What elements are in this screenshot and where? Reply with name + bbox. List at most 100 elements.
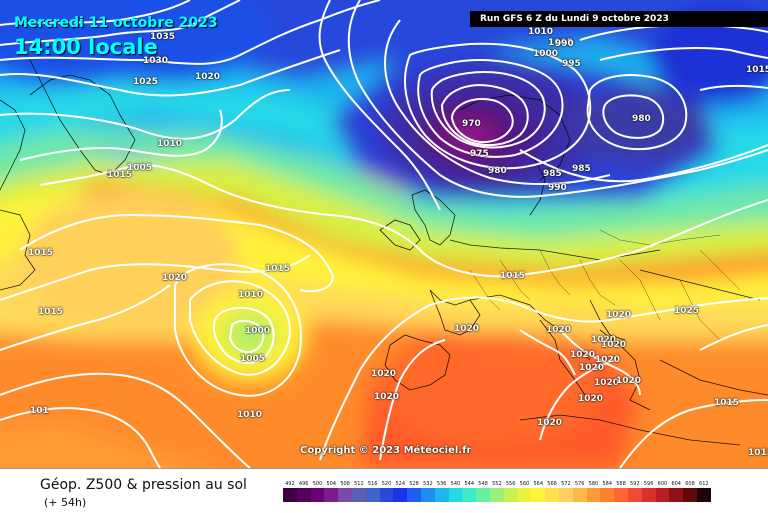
- scale-swatch: [696, 488, 711, 502]
- scale-tick-label: 596: [643, 481, 654, 487]
- borders: [469, 229, 741, 341]
- scale-tick-label: 540: [450, 481, 461, 487]
- scale-swatch: [476, 488, 490, 502]
- isobar-label-1015-a: 1015: [107, 170, 133, 180]
- isobar-label-1020-o: 1020: [578, 394, 604, 404]
- scale-step: 516: [365, 480, 380, 502]
- isobar-label-1020-g: 1020: [601, 340, 627, 350]
- isobar-label-1020-i: 1020: [595, 355, 621, 365]
- scale-swatch: [434, 488, 449, 502]
- copyright: Copyright © 2023 Météociel.fr: [300, 445, 472, 456]
- isobar-label-1010-a: 1010: [157, 139, 183, 149]
- scale-tick-label: 532: [423, 481, 433, 487]
- scale-step: 604: [669, 480, 684, 502]
- isobar-label-1025-a: 1025: [133, 77, 159, 87]
- scale-step: 588: [614, 480, 628, 502]
- scale-swatch: [338, 488, 352, 502]
- isobar-label-1020-n: 1020: [374, 392, 400, 402]
- isobar-label-1020-b: 1020: [162, 273, 188, 283]
- scale-swatch: [448, 488, 463, 502]
- isobar-label-1000-a: 1000: [245, 326, 271, 336]
- scale-swatch: [600, 488, 615, 502]
- scale-tick-label: 608: [685, 481, 695, 487]
- scale-swatch: [586, 488, 601, 502]
- scale-step: 536: [434, 480, 449, 502]
- isobar-label-1020-m: 1020: [371, 369, 397, 379]
- scale-tick-label: 512: [354, 481, 364, 487]
- scale-tick-label: 604: [671, 481, 681, 487]
- scale-tick-label: 504: [326, 481, 337, 487]
- scale-swatch: [641, 488, 656, 502]
- isobar-label-1005-c: 1005: [548, 38, 574, 48]
- scale-swatch: [324, 488, 339, 502]
- scale-tick-label: 536: [436, 481, 447, 487]
- isobar-label-1020-e: 1020: [606, 310, 632, 320]
- isobar-label-1015-c: 1015: [38, 307, 64, 317]
- isobar-label-980-a: 980: [488, 166, 507, 176]
- scale-step: 592: [627, 480, 642, 502]
- legend-subtitle: (+ 54h): [44, 496, 87, 509]
- isobar-label-1020-c: 1020: [454, 324, 480, 334]
- scale-step: 556: [503, 480, 518, 502]
- scale-swatch: [572, 488, 587, 502]
- scale-swatch: [558, 488, 573, 502]
- isobar-label-1005-b: 1005: [240, 354, 266, 364]
- scale-tick-label: 568: [547, 481, 557, 487]
- isobar-label-1015-e: 1015: [500, 271, 526, 281]
- isobars: [0, 0, 768, 468]
- scale-step: 612: [696, 480, 711, 502]
- isobar-label-1025-b: 1025: [674, 306, 700, 316]
- isobar-label-1020-a: 1020: [195, 72, 221, 82]
- scale-swatch: [614, 488, 628, 502]
- scale-step: 580: [586, 480, 601, 502]
- scale-tick-label: 556: [505, 481, 516, 487]
- scale-tick-label: 576: [574, 481, 585, 487]
- scale-tick-label: 600: [657, 481, 668, 487]
- isobar-label-990-a: 990: [555, 39, 574, 49]
- scale-step: 532: [420, 480, 435, 502]
- scale-step: 596: [641, 480, 656, 502]
- scale-swatch: [296, 488, 311, 502]
- scale-swatch: [379, 488, 394, 502]
- isobar-label-1010-b: 1010: [238, 290, 264, 300]
- scale-step: 500: [310, 480, 325, 502]
- scale-swatch: [420, 488, 435, 502]
- scale-swatch: [462, 488, 477, 502]
- scale-tick-label: 564: [533, 481, 544, 487]
- isobar-label-1020-l: 1020: [616, 376, 642, 386]
- isobar-label-1020-j: 1020: [579, 363, 605, 373]
- valid-date: Mercredi 11 octobre 2023: [14, 15, 218, 31]
- isobar-label-1015-f: 1015: [746, 65, 768, 75]
- scale-tick-label: 580: [588, 481, 599, 487]
- scale-swatch: [545, 488, 559, 502]
- isobar-label-1020-d: 1020: [546, 325, 572, 335]
- scale-tick-label: 572: [561, 481, 571, 487]
- isobar-label-1015-g: 1015: [714, 398, 740, 408]
- scale-tick-label: 612: [699, 481, 709, 487]
- scale-step: 568: [545, 480, 559, 502]
- legend-bar: Géop. Z500 & pression au sol (+ 54h) 492…: [0, 468, 768, 513]
- weather-map: Mercredi 11 octobre 2023 14:00 locale Ru…: [0, 0, 768, 468]
- isobar-label-1015-b: 1015: [28, 248, 54, 258]
- scale-tick-label: 584: [602, 481, 612, 487]
- scale-tick-label: 544: [464, 481, 475, 487]
- scale-step: 572: [558, 480, 573, 502]
- scale-step: 560: [517, 480, 532, 502]
- scale-swatch: [283, 488, 297, 502]
- scale-step: 608: [683, 480, 697, 502]
- map-field: [0, 0, 768, 468]
- scale-step: 544: [462, 480, 477, 502]
- scale-tick-label: 500: [312, 481, 323, 487]
- isobar-label-1010-c: 1010: [237, 410, 263, 420]
- isobar-label-1015-d: 1015: [265, 264, 291, 274]
- isobar-label-985-a: 985: [543, 169, 562, 179]
- scale-tick-label: 592: [630, 481, 640, 487]
- scale-step: 492: [283, 480, 297, 502]
- scale-tick-label: 528: [409, 481, 419, 487]
- scale-step: 548: [476, 480, 490, 502]
- isobar-label-1030-a: 1030: [143, 56, 169, 66]
- scale-step: 576: [572, 480, 587, 502]
- run-info-banner: Run GFS 6 Z du Lundi 9 octobre 2023: [470, 11, 768, 27]
- scale-swatch: [531, 488, 546, 502]
- scale-tick-label: 552: [492, 481, 502, 487]
